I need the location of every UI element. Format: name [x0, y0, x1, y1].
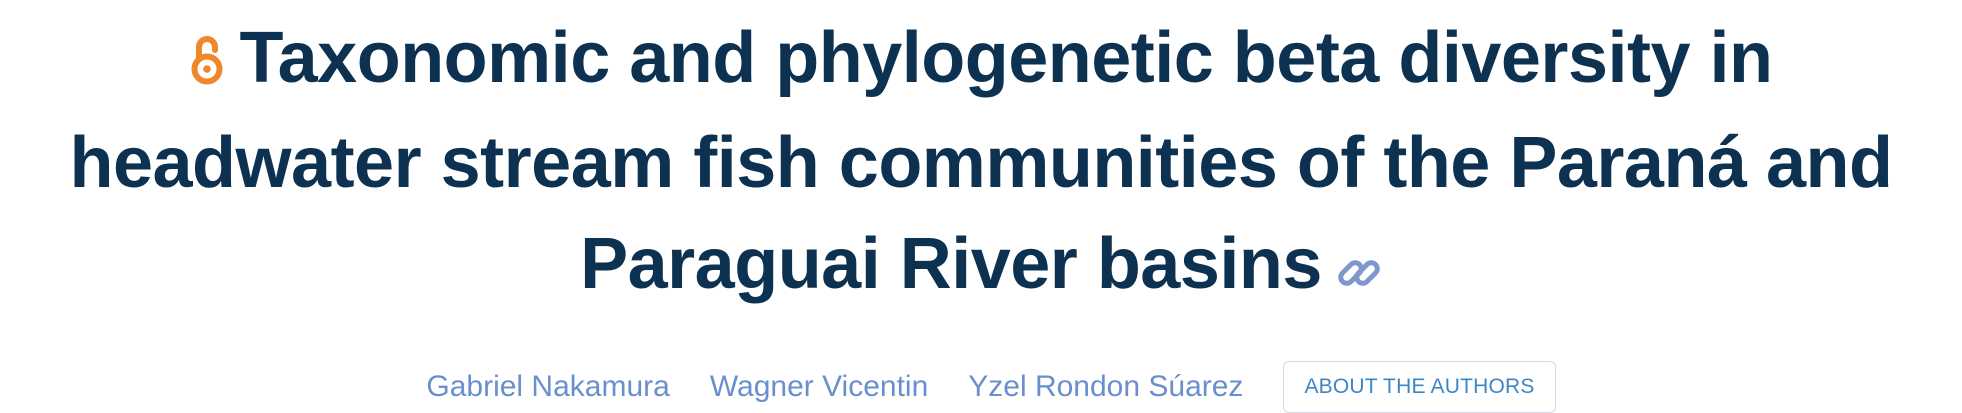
- author-list: Gabriel Nakamura Wagner Vicentin Yzel Ro…: [0, 361, 1962, 413]
- author-link[interactable]: Wagner Vicentin: [709, 370, 929, 403]
- article-title-heading: Taxonomic and phylogenetic beta diversit…: [16, 8, 1946, 323]
- author-link[interactable]: Gabriel Nakamura: [426, 370, 670, 403]
- open-access-icon: [190, 12, 224, 113]
- about-the-authors-button[interactable]: ABOUT THE AUTHORS: [1283, 361, 1556, 413]
- article-title-text: Taxonomic and phylogenetic beta diversit…: [69, 18, 1893, 304]
- author-link[interactable]: Yzel Rondon Súarez: [968, 370, 1244, 403]
- permalink-chain-icon[interactable]: [1336, 222, 1382, 323]
